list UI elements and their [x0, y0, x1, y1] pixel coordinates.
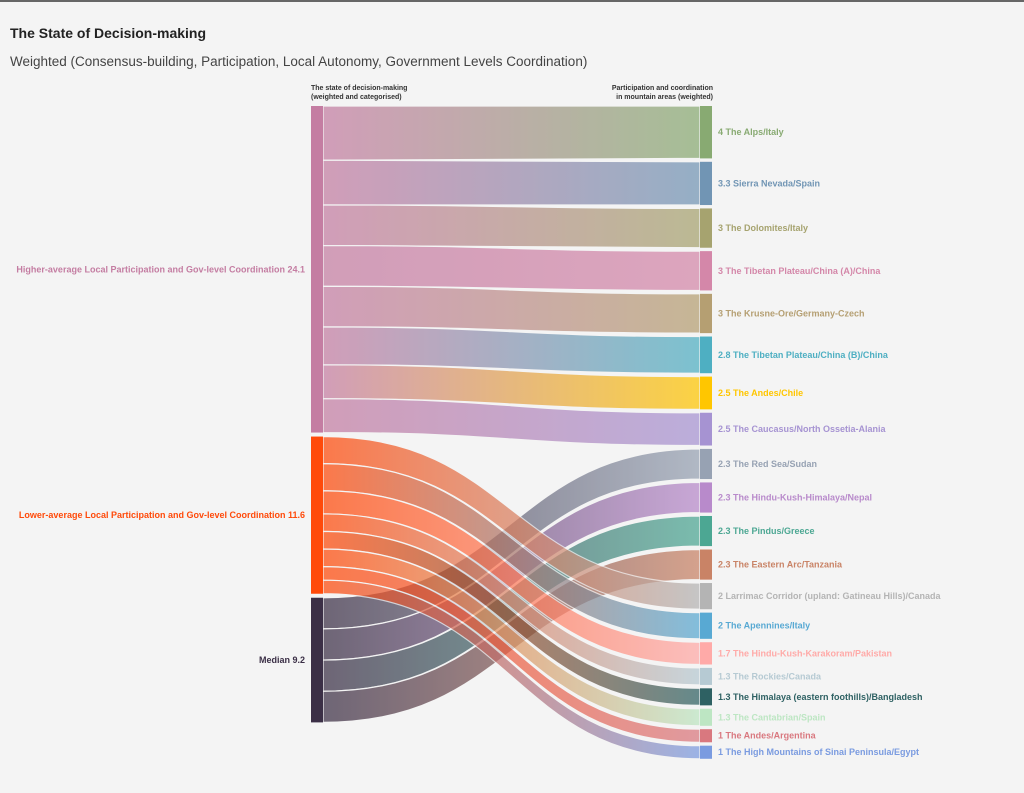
target-label: 1.3 The Rockies/Canada — [718, 671, 822, 681]
target-label: 2.3 The Eastern Arc/Tanzania — [718, 560, 843, 570]
target-node — [700, 642, 712, 665]
target-node — [700, 583, 712, 610]
target-node — [700, 745, 712, 759]
target-label: 2.5 The Caucasus/North Ossetia-Alania — [718, 424, 887, 434]
target-label: 2.8 The Tibetan Plateau/China (B)/China — [718, 350, 889, 360]
target-node — [700, 293, 712, 334]
sankey-link — [322, 285, 701, 334]
target-label: 1 The Andes/Argentina — [718, 731, 817, 741]
sankey-link — [322, 105, 701, 161]
target-node — [700, 106, 712, 159]
target-label: 2.3 The Pindus/Greece — [718, 526, 815, 536]
right-header-line: Participation and coordination — [611, 85, 713, 92]
target-label: 3 The Dolomites/Italy — [718, 223, 808, 233]
source-label: Median 9.2 — [259, 655, 305, 665]
source-node — [311, 436, 323, 594]
source-node — [311, 597, 323, 723]
target-label: 1 The High Mountains of Sinai Peninsula/… — [718, 747, 919, 757]
target-node — [700, 336, 712, 374]
left-header-line: The state of decision-making — [311, 85, 408, 92]
target-label: 1.3 The Himalaya (eastern foothills)/Ban… — [718, 692, 923, 702]
target-node — [700, 667, 712, 685]
chart-title: The State of Decision-making — [10, 25, 207, 41]
target-label: 2.3 The Hindu-Kush-Himalaya/Nepal — [718, 493, 872, 503]
sankey-link — [322, 204, 701, 249]
target-node — [700, 482, 712, 513]
sankey-link — [322, 159, 701, 206]
target-label: 2.5 The Andes/Chile — [718, 388, 803, 398]
target-label: 3 The Tibetan Plateau/China (A)/China — [718, 266, 881, 276]
target-node — [700, 161, 712, 206]
target-node — [700, 208, 712, 248]
target-node — [700, 729, 712, 743]
sankey-link — [322, 244, 701, 292]
source-label: Lower-average Local Participation and Go… — [19, 510, 305, 520]
target-node — [700, 412, 712, 446]
target-label: 3.3 Sierra Nevada/Spain — [718, 178, 820, 188]
target-label: 3 The Krusne-Ore/Germany-Czech — [718, 308, 865, 318]
target-label: 1.3 The Cantabrian/Spain — [718, 712, 826, 722]
target-node — [700, 549, 712, 580]
target-node — [700, 688, 712, 706]
right-column-header: Participation and coordination in mounta… — [612, 84, 713, 102]
chart-subtitle: Weighted (Consensus-building, Participat… — [10, 54, 588, 69]
target-node — [700, 612, 712, 639]
target-node — [700, 515, 712, 547]
target-label: 1.7 The Hindu-Kush-Karakoram/Pakistan — [718, 648, 892, 658]
target-node — [700, 708, 712, 726]
target-node — [700, 376, 712, 410]
right-header-line: in mountain areas (weighted) — [616, 94, 713, 101]
left-column-header: The state of decision-making (weighted a… — [311, 84, 407, 102]
left-header-line: (weighted and categorised) — [311, 94, 402, 101]
source-node — [311, 106, 323, 433]
target-node — [700, 251, 712, 291]
target-label: 2 Larrimac Corridor (upland: Gatineau Hi… — [718, 591, 942, 601]
target-label: 2 The Apennines/Italy — [718, 621, 810, 631]
target-label: 2.3 The Red Sea/Sudan — [718, 459, 817, 469]
target-node — [700, 448, 712, 480]
source-label: Higher-average Local Participation and G… — [16, 264, 305, 274]
target-label: 4 The Alps/Italy — [718, 127, 784, 137]
